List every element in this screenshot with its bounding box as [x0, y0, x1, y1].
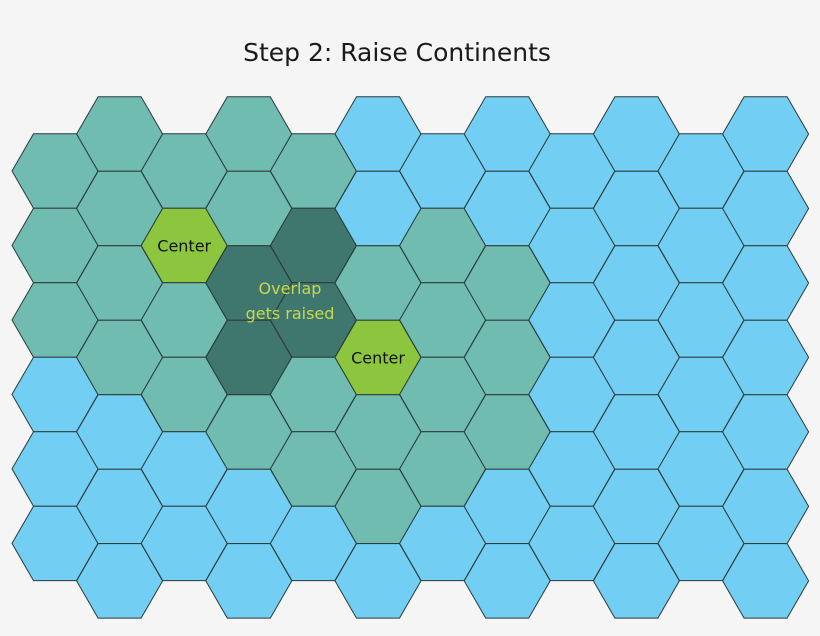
diagram-title: Step 2: Raise Continents: [243, 38, 551, 67]
overlap-label-line1: Overlap: [259, 279, 322, 298]
water-hex: [722, 543, 810, 619]
center-label-1: Center: [157, 236, 211, 255]
center-label-2: Center: [351, 348, 405, 367]
overlap-label-line2: gets raised: [246, 304, 335, 323]
